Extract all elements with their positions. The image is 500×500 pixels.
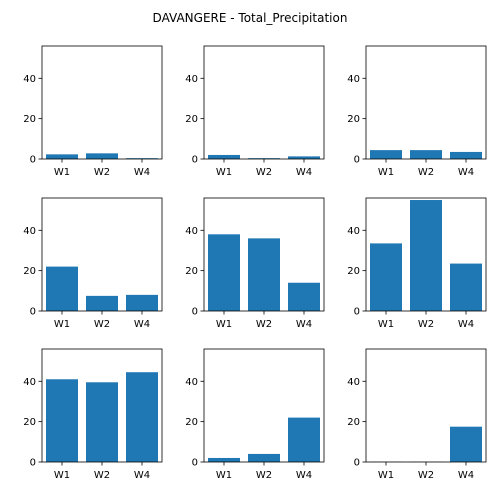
- y-tick-label: 20: [185, 266, 198, 277]
- y-tick-label: 20: [23, 266, 36, 277]
- bar-w2: [248, 453, 280, 462]
- subplot-7: 0 20 40 W1 W2 W4: [23, 348, 163, 481]
- x-tick-label: W2: [418, 167, 434, 178]
- x-tick-label: W4: [296, 167, 312, 178]
- x-tick-label: W4: [458, 319, 474, 330]
- x-tick-label: W4: [458, 167, 474, 178]
- y-tick-label: 20: [347, 417, 360, 428]
- bar-w2: [86, 153, 118, 159]
- y-tick-label: 40: [185, 377, 198, 388]
- y-tick-label: 40: [347, 226, 360, 237]
- bar-w1: [208, 154, 240, 159]
- figure-title: DAVANGERE - Total_Precipitation: [153, 11, 348, 25]
- x-tick-label: W1: [216, 167, 232, 178]
- bar-w4: [126, 294, 158, 311]
- bar-w2: [86, 382, 118, 462]
- x-tick-label: W1: [378, 470, 394, 481]
- bar-w4: [450, 151, 482, 159]
- y-tick-label: 0: [354, 458, 360, 469]
- y-tick-label: 0: [30, 155, 36, 166]
- bar-w1: [208, 234, 240, 311]
- bar-w2: [248, 158, 280, 159]
- x-tick-label: W2: [94, 167, 110, 178]
- subplot-5: 0 20 40 W1 W2 W4: [185, 197, 325, 330]
- bar-w4: [450, 263, 482, 311]
- y-tick-label: 0: [192, 458, 198, 469]
- x-tick-label: W2: [256, 167, 272, 178]
- x-tick-label: W1: [54, 167, 70, 178]
- x-tick-label: W4: [134, 319, 150, 330]
- bar-w2: [410, 200, 442, 311]
- x-tick-label: W2: [94, 319, 110, 330]
- x-tick-label: W1: [216, 319, 232, 330]
- axes-frame: [365, 45, 487, 160]
- bar-w4: [288, 282, 320, 311]
- x-tick-label: W4: [296, 319, 312, 330]
- bar-w2: [248, 238, 280, 311]
- subplot-3: 0 20 40 W1 W2 W4: [347, 45, 487, 178]
- y-tick-label: 0: [192, 155, 198, 166]
- y-tick-label: 40: [347, 377, 360, 388]
- bar-w1: [370, 243, 402, 311]
- x-tick-label: W4: [296, 470, 312, 481]
- x-tick-label: W1: [378, 167, 394, 178]
- x-tick-label: W1: [378, 319, 394, 330]
- y-tick-label: 40: [23, 226, 36, 237]
- bar-w4: [288, 417, 320, 462]
- x-tick-label: W4: [134, 470, 150, 481]
- y-tick-label: 40: [23, 74, 36, 85]
- x-tick-label: W4: [458, 470, 474, 481]
- bar-w1: [208, 457, 240, 462]
- x-tick-label: W2: [94, 470, 110, 481]
- bar-w4: [288, 156, 320, 159]
- subplot-2: 0 20 40 W1 W2 W4: [185, 45, 325, 178]
- y-tick-label: 20: [185, 417, 198, 428]
- x-tick-label: W1: [216, 470, 232, 481]
- subplot-1: 0 20 40 W1 W2 W4: [23, 45, 163, 178]
- y-tick-label: 0: [354, 155, 360, 166]
- x-tick-label: W4: [134, 167, 150, 178]
- y-tick-label: 20: [23, 114, 36, 125]
- subplot-6: 0 20 40 W1 W2 W4: [347, 197, 487, 330]
- bar-w4: [450, 426, 482, 462]
- y-tick-label: 40: [347, 74, 360, 85]
- subplot-8: 0 20 40 W1 W2 W4: [185, 348, 325, 481]
- bar-w2: [86, 295, 118, 311]
- x-tick-label: W2: [256, 319, 272, 330]
- y-tick-label: 0: [192, 307, 198, 318]
- y-tick-label: 20: [185, 114, 198, 125]
- subplot-9: 0 20 40 W1 W2 W4: [347, 348, 487, 481]
- y-tick-label: 0: [30, 458, 36, 469]
- y-tick-label: 0: [30, 307, 36, 318]
- y-tick-label: 40: [185, 74, 198, 85]
- bar-w1: [370, 150, 402, 159]
- x-tick-label: W2: [418, 319, 434, 330]
- bar-w4: [126, 158, 158, 159]
- bar-w1: [46, 266, 78, 311]
- y-tick-label: 20: [347, 114, 360, 125]
- bar-w4: [126, 372, 158, 462]
- x-tick-label: W1: [54, 319, 70, 330]
- y-tick-label: 40: [185, 226, 198, 237]
- bar-w2: [410, 150, 442, 159]
- subplot-grid: 0 20 40 W1 W2 W4 0 20 40 W1 W2 W4 0 20 40 W1 W2 W4 0 20 40 W1…: [23, 45, 487, 481]
- subplot-4: 0 20 40 W1 W2 W4: [23, 197, 163, 330]
- x-tick-label: W2: [418, 470, 434, 481]
- bar-w1: [46, 154, 78, 159]
- x-tick-label: W1: [54, 470, 70, 481]
- bar-w1: [46, 379, 78, 462]
- x-tick-label: W2: [256, 470, 272, 481]
- y-tick-label: 40: [23, 377, 36, 388]
- axes-frame: [203, 45, 325, 160]
- axes-frame: [41, 45, 163, 160]
- y-tick-label: 0: [354, 307, 360, 318]
- y-tick-label: 20: [347, 266, 360, 277]
- y-tick-label: 20: [23, 417, 36, 428]
